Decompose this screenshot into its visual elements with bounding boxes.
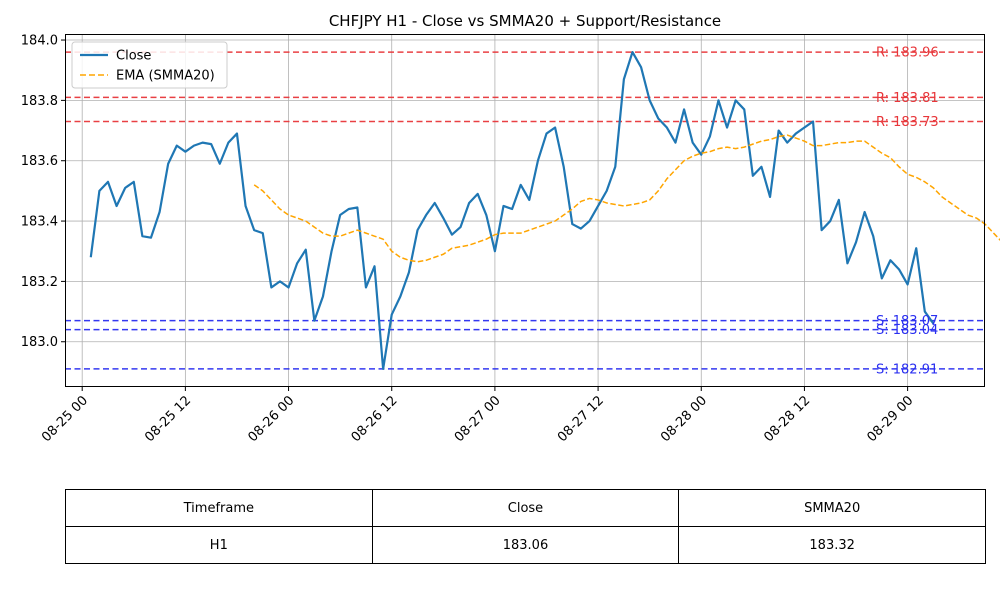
x-axis-ticks: 08-25 00 08-25 12 08-26 00 08-26 12 08-27 00… — [39, 387, 916, 445]
x-tick-label: 08-26 12 — [349, 393, 401, 445]
table-row: H1 183.06 183.32 — [65, 526, 986, 564]
x-tick-label: 08-29 00 — [865, 393, 917, 445]
x-tick-label: 08-27 00 — [452, 393, 504, 445]
legend-box — [71, 41, 228, 89]
y-tick-label: 183.4 — [21, 215, 58, 230]
y-axis-ticks: 183.0 183.2 183.4 183.6 183.8 184.0 — [21, 34, 65, 350]
table-header-timeframe: Timeframe — [65, 489, 373, 527]
x-tick-label: 08-28 12 — [761, 393, 813, 445]
legend: Close EMA (SMMA20) — [71, 41, 228, 89]
resistance-label: R: 183.81 — [876, 91, 939, 106]
close-series-line — [89, 50, 935, 370]
summary-table: Timeframe Close SMMA20 H1 183.06 183.32 — [65, 489, 986, 564]
support-resistance-lines — [65, 51, 985, 370]
support-label: S: 183.04 — [876, 323, 938, 338]
table-header-smma20: SMMA20 — [678, 489, 986, 527]
x-tick-label: 08-27 12 — [555, 393, 607, 445]
resistance-label: R: 183.73 — [876, 115, 939, 130]
table-cell-timeframe: H1 — [65, 526, 373, 564]
support-label: S: 182.91 — [876, 362, 938, 377]
y-tick-label: 184.0 — [21, 34, 58, 49]
support-resistance-labels: R: 183.96R: 183.81R: 183.73S: 183.07S: 1… — [876, 46, 939, 378]
x-tick-label: 08-25 12 — [142, 393, 194, 445]
y-tick-label: 183.8 — [21, 94, 58, 109]
x-tick-label: 08-28 00 — [658, 393, 710, 445]
table-header-row: Timeframe Close SMMA20 — [65, 489, 986, 527]
series-lines — [89, 50, 1000, 370]
chart-title: CHFJPY H1 - Close vs SMMA20 + Support/Re… — [329, 12, 721, 30]
support-label: S: 183.07 — [876, 314, 938, 329]
x-tick-label: 08-26 00 — [245, 393, 297, 445]
legend-smma-label: EMA (SMMA20) — [116, 69, 215, 84]
y-tick-label: 183.2 — [21, 275, 58, 290]
plot-frame — [65, 34, 985, 387]
y-tick-label: 183.0 — [21, 335, 58, 350]
legend-close-label: Close — [116, 49, 151, 64]
x-tick-label: 08-25 00 — [39, 393, 91, 445]
smma20-series-line — [253, 134, 1000, 263]
table-cell-smma20: 183.32 — [678, 526, 986, 564]
table-cell-close: 183.06 — [371, 526, 680, 564]
resistance-label: R: 183.96 — [876, 46, 939, 61]
y-tick-label: 183.6 — [21, 154, 58, 169]
table-header-close: Close — [371, 489, 680, 527]
